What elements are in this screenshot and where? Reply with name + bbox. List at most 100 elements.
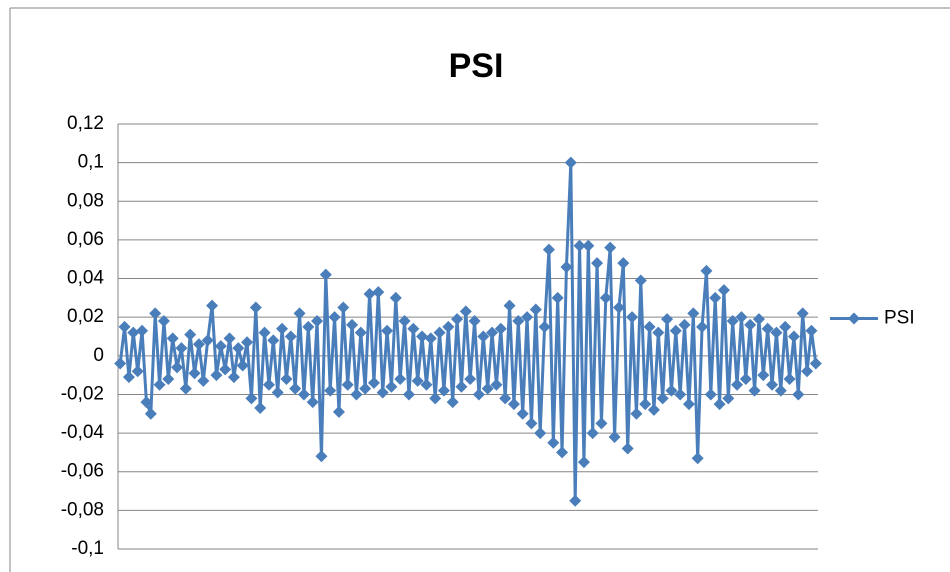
data-point (521, 311, 534, 324)
data-point (359, 382, 372, 395)
data-point (573, 239, 586, 252)
data-point (748, 384, 761, 397)
data-point (245, 392, 258, 405)
data-point (429, 392, 442, 405)
data-point (398, 315, 411, 328)
data-point (236, 359, 249, 372)
data-point (704, 388, 717, 401)
data-point (490, 378, 503, 391)
data-point (162, 373, 175, 385)
data-point (328, 311, 341, 324)
data-point (201, 334, 214, 347)
data-point (153, 378, 166, 391)
data-point (140, 396, 153, 409)
data-point (586, 427, 599, 440)
data-point (219, 363, 232, 376)
data-point (770, 326, 783, 339)
data-point (779, 320, 792, 333)
data-point (411, 374, 424, 387)
data-point (284, 330, 297, 343)
data-point (289, 382, 302, 395)
data-point (271, 386, 284, 399)
data-point (433, 326, 446, 339)
data-point (744, 318, 757, 331)
data-point (604, 241, 617, 254)
data-point (525, 417, 538, 430)
data-point (442, 320, 455, 333)
data-point (617, 257, 630, 270)
data-point (122, 371, 135, 384)
data-point (437, 384, 450, 397)
data-point (232, 342, 245, 355)
y-tick-label: -0,08 (61, 499, 104, 520)
data-point (354, 326, 367, 339)
data-point (166, 332, 179, 345)
data-point (556, 446, 569, 459)
data-point (717, 284, 730, 297)
data-point (302, 320, 315, 333)
data-point (149, 307, 162, 320)
data-point (709, 291, 722, 304)
data-point (752, 313, 765, 326)
y-tick-label: -0,02 (61, 383, 104, 404)
data-point (669, 324, 682, 337)
data-point (564, 156, 577, 169)
data-point (735, 311, 748, 324)
data-point (297, 388, 310, 401)
data-point (372, 286, 385, 299)
data-point (809, 357, 822, 370)
data-point (376, 386, 389, 399)
data-point (621, 442, 634, 455)
data-point (731, 378, 744, 391)
data-point (529, 303, 542, 316)
data-point (293, 307, 306, 320)
data-point (394, 373, 407, 385)
data-point (739, 373, 752, 385)
data-point (634, 274, 647, 287)
y-tick-label: 0,08 (67, 190, 104, 211)
data-point (656, 392, 669, 405)
data-point (341, 378, 354, 391)
data-point (477, 330, 490, 343)
data-point (332, 405, 345, 418)
data-point (599, 291, 612, 304)
data-point (214, 340, 227, 353)
data-point (796, 307, 809, 320)
data-point (486, 326, 499, 339)
data-point (188, 367, 201, 380)
data-point (713, 398, 726, 411)
data-point (363, 288, 376, 300)
data-point (757, 369, 770, 382)
legend-marker (848, 312, 860, 325)
data-point (315, 450, 328, 463)
data-point (647, 403, 660, 416)
data-point (402, 388, 415, 401)
data-point (306, 396, 319, 409)
data-point (192, 338, 205, 351)
data-point (577, 456, 590, 469)
data-point (494, 322, 507, 335)
data-point (118, 320, 131, 333)
data-point (131, 365, 144, 378)
data-point (538, 320, 551, 333)
data-point (722, 392, 735, 405)
data-point (481, 382, 494, 395)
data-point (534, 427, 547, 440)
data-point (547, 436, 560, 449)
data-point (210, 369, 223, 382)
data-point (700, 264, 713, 277)
data-point (516, 407, 529, 420)
data-point (783, 373, 796, 385)
y-tick-label: 0,06 (67, 229, 104, 250)
data-point (569, 494, 582, 507)
data-point (682, 398, 695, 411)
data-point (241, 336, 254, 349)
data-point (792, 388, 805, 401)
data-point (424, 332, 437, 345)
data-point (276, 322, 289, 335)
data-point (582, 239, 595, 252)
data-point (503, 299, 516, 312)
y-tick-label: 0,02 (67, 306, 104, 327)
data-point (184, 328, 197, 341)
